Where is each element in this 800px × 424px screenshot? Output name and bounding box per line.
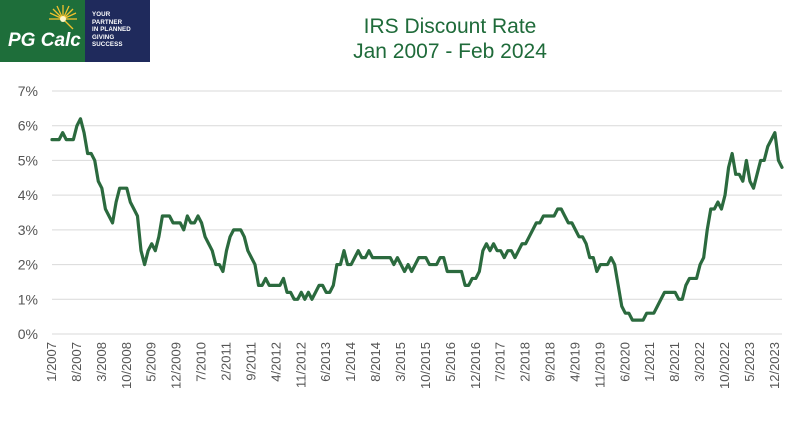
x-tick-label: 2/2011 [218,342,233,381]
x-tick-label: 5/2009 [144,342,159,382]
x-tick-label: 1/2014 [343,342,358,382]
sunburst-icon [49,5,77,30]
logo-tagline-line: PARTNER [92,18,123,26]
x-tick-label: 12/2009 [169,342,184,389]
x-tick-label: 1/2021 [642,342,657,382]
chart-title: IRS Discount Rate [363,15,537,38]
x-tick-label: 8/2007 [69,342,84,382]
x-tick-label: 5/2016 [443,342,458,382]
logo-tagline-line: YOUR [92,11,111,18]
pg-calc-logo: PG Calc YOUR PARTNER IN PLANNED GIVING S… [0,0,150,62]
x-tick-label: 8/2014 [368,342,383,382]
x-tick-label: 10/2008 [119,342,134,389]
x-tick-label: 12/2023 [767,342,782,389]
y-tick-label: 6% [18,118,38,134]
series-line [50,117,784,322]
x-tick-label: 11/2019 [592,342,607,388]
y-tick-label: 7% [18,83,38,99]
x-tick-label: 7/2017 [493,342,508,382]
x-tick-label: 3/2022 [692,342,707,382]
logo-tagline-line: GIVING [92,33,115,41]
x-tick-label: 1/2007 [44,342,59,382]
x-tick-label: 9/2011 [243,342,258,381]
x-tick-label: 7/2010 [194,342,209,382]
y-tick-label: 5% [18,152,38,168]
y-axis: 0% 1% 2% 3% 4% 5% 6% 7% [18,83,38,342]
x-tick-label: 6/2013 [318,342,333,382]
logo-tagline-panel [85,0,150,62]
logo-tagline-line: SUCCESS [92,41,123,48]
x-tick-label: 12/2016 [468,342,483,389]
x-tick-label: 2/2018 [518,342,533,382]
x-axis: 1/2007 8/2007 3/2008 10/2008 5/2009 12/2009 7/… [44,342,782,389]
y-tick-label: 0% [18,326,38,342]
chart-title-block: IRS Discount Rate Jan 2007 - Feb 2024 [240,14,660,64]
x-tick-label: 10/2022 [717,342,732,389]
plot-area [50,117,784,322]
x-tick-label: 3/2015 [393,342,408,382]
logo-wordmark: PG Calc [8,30,81,51]
x-tick-label: 8/2021 [667,342,682,382]
logo-tagline-line: IN PLANNED [92,26,131,33]
x-tick-label: 4/2019 [567,342,582,382]
x-tick-label: 5/2023 [742,342,757,382]
x-tick-label: 10/2015 [418,342,433,389]
logo-tagline: YOUR PARTNER IN PLANNED GIVING SUCCESS [92,11,148,49]
y-tick-label: 1% [18,291,38,307]
y-tick-label: 4% [18,187,38,203]
x-tick-label: 11/2012 [293,342,308,388]
x-tick-label: 6/2020 [617,342,632,382]
chart-subtitle: Jan 2007 - Feb 2024 [353,40,547,63]
x-tick-label: 9/2018 [543,342,558,382]
gridlines [52,90,782,335]
y-tick-label: 2% [18,257,38,273]
x-tick-label: 3/2008 [94,342,109,382]
y-tick-label: 3% [18,222,38,238]
x-tick-label: 4/2012 [268,342,283,382]
